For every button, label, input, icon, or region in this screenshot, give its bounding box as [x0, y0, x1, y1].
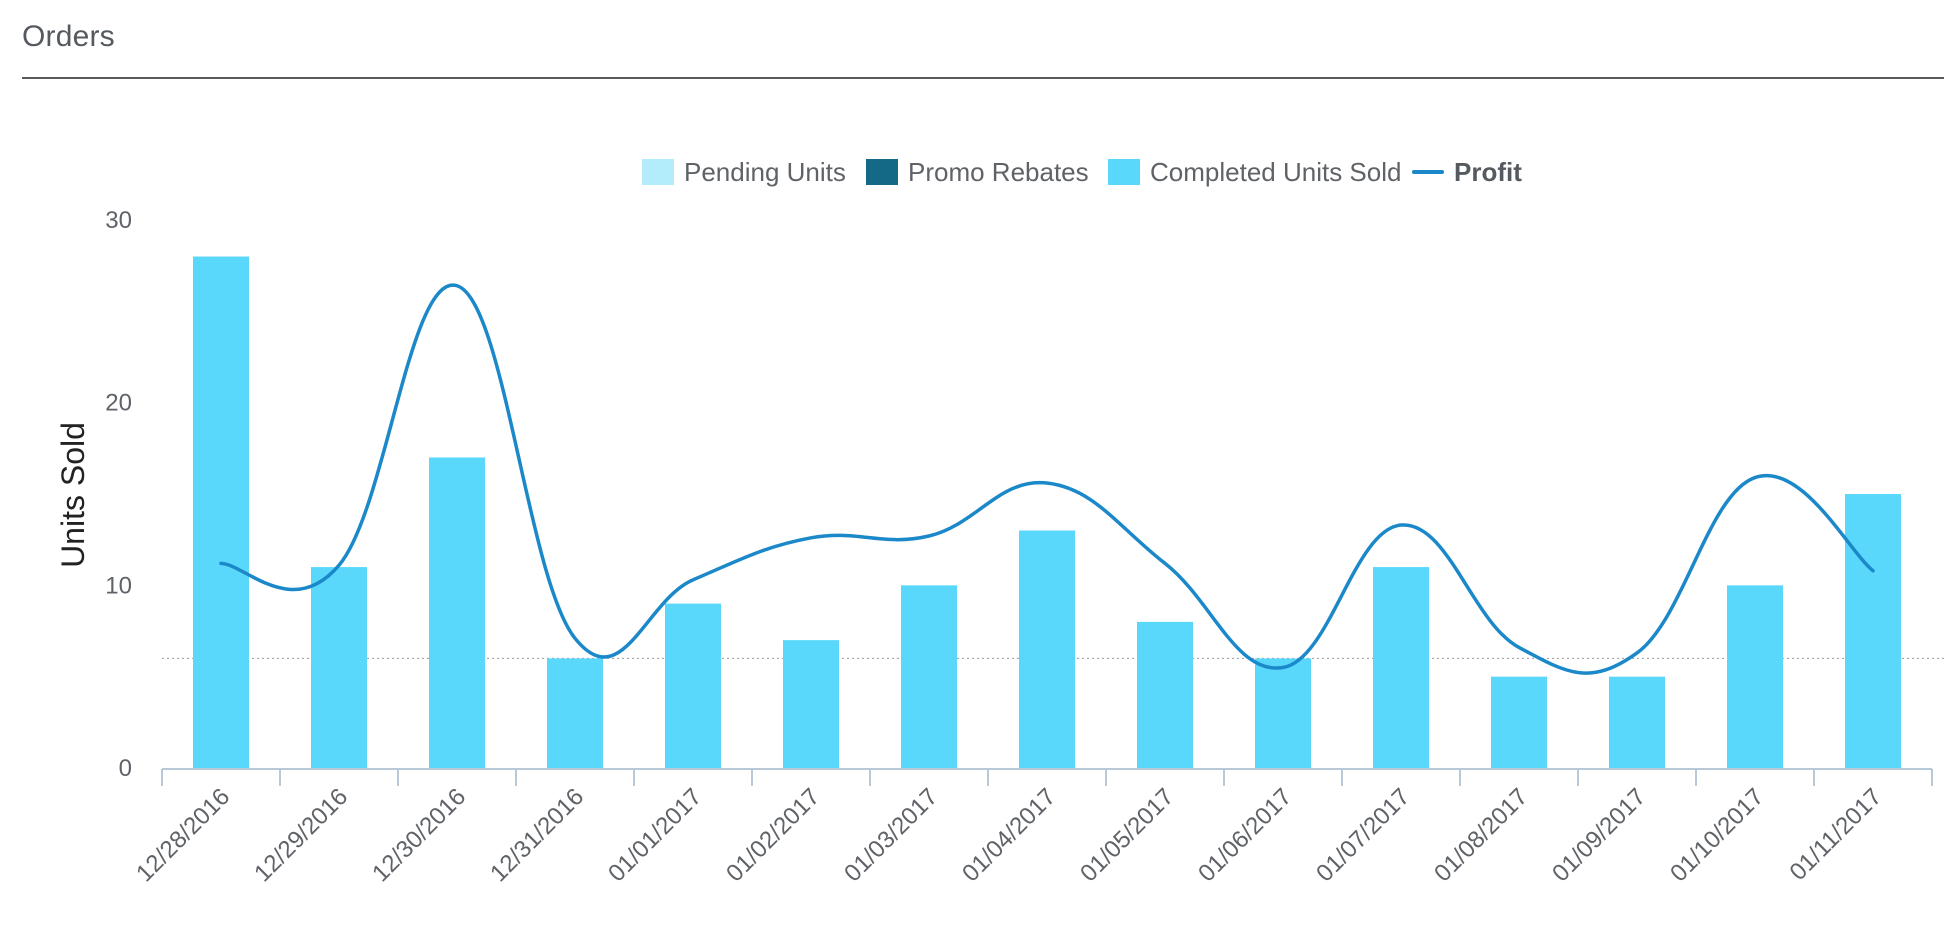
legend-item-pending-units[interactable]: Pending Units — [642, 152, 846, 192]
x-tick-label: 01/06/2017 — [1193, 783, 1297, 887]
bar-completed-units-sold-2[interactable] — [311, 567, 367, 768]
title-divider — [22, 77, 1944, 79]
bar-completed-units-sold-1[interactable] — [193, 256, 249, 768]
x-tick-label: 01/09/2017 — [1547, 783, 1651, 887]
bar-completed-units-sold-4[interactable] — [547, 658, 603, 768]
legend-label-promo-rebates: Promo Rebates — [908, 156, 1089, 187]
legend-swatch-completed-units-sold — [1108, 159, 1140, 185]
bar-completed-units-sold-9[interactable] — [1137, 621, 1193, 768]
legend-swatch-promo-rebates — [866, 159, 898, 185]
bar-completed-units-sold-6[interactable] — [783, 640, 839, 768]
legend-item-profit[interactable]: Profit — [1412, 152, 1522, 192]
x-tick-label: 12/31/2016 — [485, 783, 589, 887]
bar-completed-units-sold-14[interactable] — [1727, 585, 1783, 768]
x-tick-label: 12/30/2016 — [367, 783, 471, 887]
chart-legend: Pending Units Promo Rebates Completed Un… — [0, 152, 1944, 192]
y-axis-title: Units Sold — [55, 422, 91, 568]
y-tick-label: 0 — [119, 755, 132, 782]
x-tick-label: 01/03/2017 — [839, 783, 943, 887]
bar-completed-units-sold-3[interactable] — [429, 457, 485, 768]
x-tick-label: 01/05/2017 — [1075, 783, 1179, 887]
profit-line[interactable] — [219, 283, 1875, 675]
x-tick-label: 01/10/2017 — [1665, 783, 1769, 887]
x-tick-label: 01/11/2017 — [1784, 783, 1887, 886]
legend-label-profit: Profit — [1454, 156, 1522, 187]
bar-completed-units-sold-10[interactable] — [1255, 658, 1311, 768]
bar-completed-units-sold-13[interactable] — [1609, 676, 1665, 768]
bar-completed-units-sold-15[interactable] — [1845, 494, 1901, 768]
bar-completed-units-sold-5[interactable] — [665, 603, 721, 768]
legend-swatch-profit — [1412, 170, 1444, 174]
bar-completed-units-sold-12[interactable] — [1491, 676, 1547, 768]
x-tick-label: 01/07/2017 — [1311, 783, 1415, 887]
legend-item-completed-units-sold[interactable]: Completed Units Sold — [1108, 152, 1401, 192]
x-tick-label: 12/28/2016 — [131, 783, 235, 887]
legend-label-pending-units: Pending Units — [684, 156, 846, 187]
y-tick-label: 10 — [105, 572, 132, 599]
y-tick-label: 30 — [105, 207, 132, 234]
y-tick-label: 20 — [105, 390, 132, 417]
bar-completed-units-sold-11[interactable] — [1373, 567, 1429, 768]
bar-completed-units-sold-7[interactable] — [901, 585, 957, 768]
page-title: Orders — [22, 20, 115, 53]
x-tick-label: 01/08/2017 — [1429, 783, 1533, 887]
legend-item-promo-rebates[interactable]: Promo Rebates — [866, 152, 1089, 192]
legend-swatch-pending-units — [642, 159, 674, 185]
x-tick-label: 01/02/2017 — [721, 783, 825, 887]
bar-completed-units-sold-8[interactable] — [1019, 530, 1075, 768]
x-tick-label: 01/01/2017 — [603, 783, 707, 887]
x-tick-label: 12/29/2016 — [249, 783, 353, 887]
legend-label-completed-units-sold: Completed Units Sold — [1150, 156, 1402, 187]
x-tick-label: 01/04/2017 — [957, 783, 1061, 887]
